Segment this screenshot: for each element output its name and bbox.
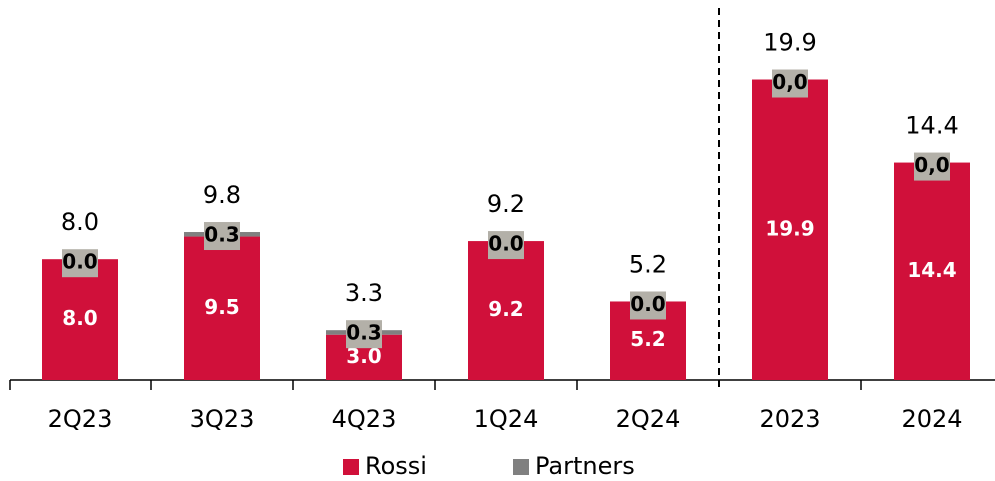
- bar-segment: [42, 259, 118, 380]
- partner-label-box: [204, 222, 240, 251]
- total-label: 19.9: [763, 29, 816, 57]
- partner-label-box: [914, 152, 950, 181]
- total-label: 9.8: [203, 181, 241, 209]
- partner-label-box: [346, 320, 382, 349]
- partner-label-box: [630, 291, 666, 320]
- bar-label: 8.0: [62, 306, 97, 330]
- x-tick-label: 4Q23: [332, 405, 397, 433]
- x-tick-label: 3Q23: [190, 405, 255, 433]
- bar-label: 0.3: [346, 321, 381, 345]
- bar-segment: [752, 79, 828, 380]
- bar-label: 0.0: [488, 232, 523, 256]
- partner-label-box: [62, 249, 98, 278]
- x-tick-label: 2023: [759, 405, 820, 433]
- bar-label: 9.2: [488, 297, 523, 321]
- bar-segment: [894, 162, 970, 380]
- bar-label: 19.9: [765, 216, 814, 240]
- total-label: 14.4: [905, 112, 958, 140]
- x-tick-label: 2Q23: [48, 405, 113, 433]
- bar-label: 0.0: [62, 250, 97, 274]
- x-tick-label: 1Q24: [474, 405, 539, 433]
- category-ticks: [9, 380, 862, 390]
- total-label: 9.2: [487, 190, 525, 218]
- bar-segment: [468, 241, 544, 380]
- legend-swatch: [343, 459, 359, 475]
- x-tick-label: 2Q24: [616, 405, 681, 433]
- legend-label: Partners: [535, 452, 635, 480]
- total-label: 3.3: [345, 279, 383, 307]
- bar-label: 0,0: [914, 153, 949, 177]
- bar-label: 0.0: [630, 292, 665, 316]
- bar-label: 14.4: [907, 258, 956, 282]
- x-tick-label: 2024: [901, 405, 962, 433]
- legend-swatch: [513, 459, 529, 475]
- legend-label: Rossi: [365, 452, 427, 480]
- bar-label: 5.2: [630, 327, 665, 351]
- partner-label-box: [488, 231, 524, 260]
- bar-label: 0.3: [204, 223, 239, 247]
- bar-segment: [184, 236, 260, 380]
- total-label: 8.0: [61, 208, 99, 236]
- bar-label: 0,0: [772, 70, 807, 94]
- bar-label: 9.5: [204, 295, 239, 319]
- partner-label-box: [772, 69, 808, 98]
- total-label: 5.2: [629, 250, 667, 278]
